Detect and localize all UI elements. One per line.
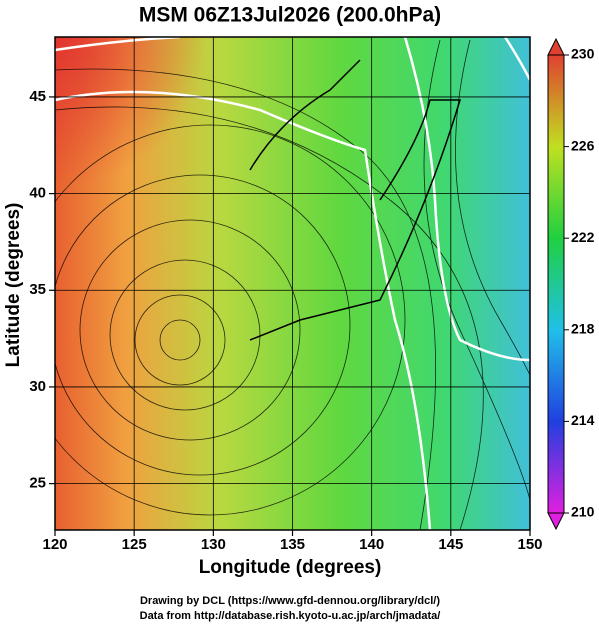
field [55, 37, 530, 530]
credit: Data from http://database.rish.kyoto-u.a… [140, 610, 441, 622]
colorbar-tick-label: 222 [571, 229, 595, 245]
credit: Drawing by DCL (https://www.gfd-dennou.o… [140, 595, 440, 607]
colorbar-tick-label: 210 [571, 504, 595, 520]
x-tick-label: 150 [517, 536, 542, 553]
x-tick-label: 135 [280, 536, 305, 553]
y-axis-label: Latitude (degrees) [3, 203, 24, 368]
x-tick-label: 125 [122, 536, 147, 553]
y-tick-label: 40 [29, 185, 46, 202]
x-tick-label: 145 [438, 536, 463, 553]
y-tick-label: 25 [29, 475, 46, 492]
x-tick-label: 140 [359, 536, 384, 553]
colorbar-max-arrow [547, 37, 565, 56]
x-axis-label: Longitude (degrees) [199, 557, 382, 578]
colorbar-tick-label: 214 [571, 412, 595, 428]
title: MSM 06Z13Jul2026 (200.0hPa) [139, 4, 441, 27]
x-tick-label: 120 [42, 536, 67, 553]
colorbar-tick-label: 230 [571, 46, 595, 62]
colorbar-tick-label: 226 [571, 137, 595, 153]
x-tick-label: 130 [201, 536, 226, 553]
y-tick-label: 35 [29, 281, 46, 298]
y-tick-label: 45 [29, 88, 46, 105]
colorbar-min-arrow [547, 512, 565, 531]
colorbar-tick-label: 218 [571, 321, 595, 337]
y-tick-label: 30 [29, 378, 46, 395]
colorbar [547, 54, 565, 514]
